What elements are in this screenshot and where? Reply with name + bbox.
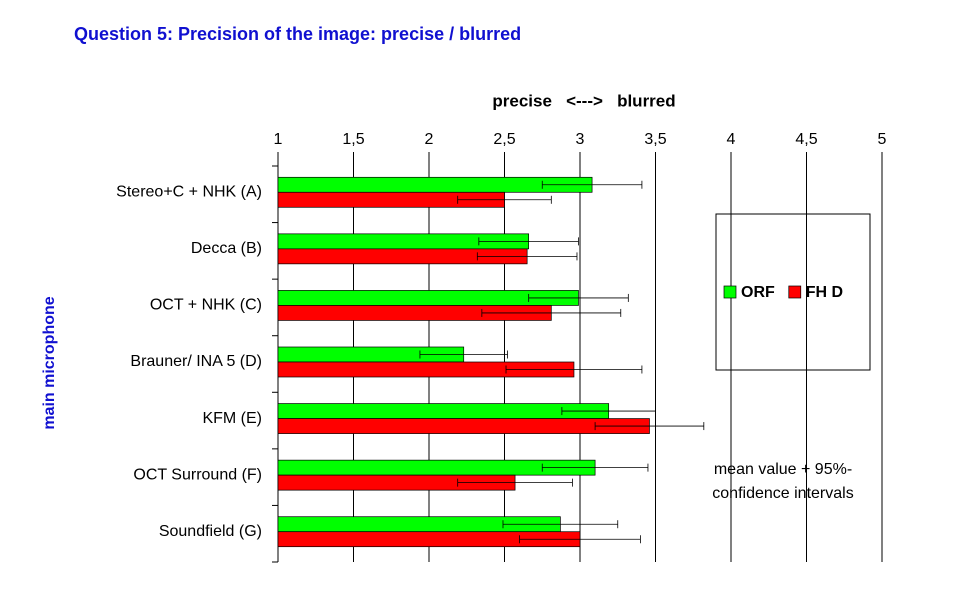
x-tick-label: 4,5	[795, 131, 817, 148]
y-tick-label: Stereo+C + NHK (A)	[116, 184, 262, 201]
error-bar	[541, 463, 649, 472]
y-tick-label: Decca (B)	[191, 240, 262, 257]
error-bar	[505, 365, 643, 374]
legend-label: ORF	[741, 284, 775, 301]
error-bar	[478, 237, 579, 246]
error-bar	[419, 350, 508, 359]
error-bar	[594, 422, 705, 431]
annotation: mean value + 95%-	[714, 461, 852, 478]
error-bar	[519, 535, 641, 544]
x-tick-label: 3,5	[644, 131, 666, 148]
x-tick-label: 4	[727, 131, 736, 148]
y-tick-label: KFM (E)	[202, 410, 262, 427]
error-bar	[561, 407, 656, 416]
x-tick-label: 5	[878, 131, 887, 148]
chart-title: Question 5: Precision of the image: prec…	[74, 24, 521, 44]
error-bar	[457, 478, 573, 487]
x-tick-label: 1,5	[342, 131, 364, 148]
error-bar	[457, 195, 552, 204]
x-tick-label: 3	[576, 131, 585, 148]
y-tick-label: OCT Surround (F)	[133, 466, 262, 483]
error-bar	[528, 293, 629, 302]
bar	[277, 418, 650, 434]
error-bar	[502, 520, 619, 529]
annotation: confidence intervals	[712, 485, 853, 502]
legend-label: FH D	[806, 284, 843, 301]
y-tick-label: Brauner/ INA 5 (D)	[130, 353, 262, 370]
x-tick-label: 2	[425, 131, 434, 148]
error-bar	[541, 180, 643, 189]
legend-swatch	[788, 285, 802, 299]
y-tick-label: OCT + NHK (C)	[150, 297, 262, 314]
error-bar	[476, 252, 578, 261]
x-tick-label: 1	[274, 131, 283, 148]
error-bar	[481, 308, 622, 317]
y-tick-label: Soundfield (G)	[159, 523, 262, 540]
bar	[277, 403, 610, 419]
legend-swatch	[723, 285, 737, 299]
y-axis-title: main microphone	[41, 296, 58, 429]
x-axis-title: precise <---> blurred	[492, 91, 675, 110]
x-tick-label: 2,5	[493, 131, 515, 148]
